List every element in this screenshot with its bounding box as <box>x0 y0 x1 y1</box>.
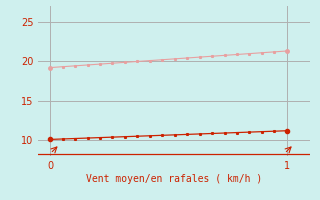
X-axis label: Vent moyen/en rafales ( km/h ): Vent moyen/en rafales ( km/h ) <box>86 174 262 184</box>
